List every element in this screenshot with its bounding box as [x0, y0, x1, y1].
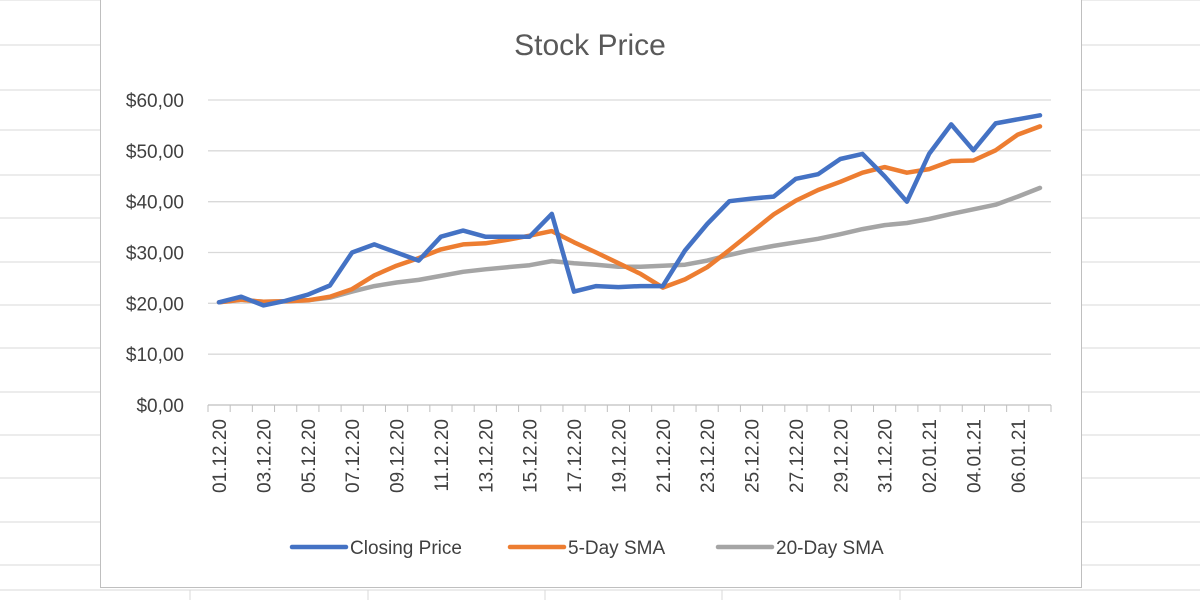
legend-label: 20-Day SMA	[776, 538, 884, 559]
x-tick-label: 23.12.20	[698, 419, 719, 493]
x-tick-label: 04.01.21	[964, 419, 985, 493]
x-tick-label: 21.12.20	[654, 419, 675, 493]
y-tick-label: $0,00	[136, 396, 184, 417]
x-tick-label: 07.12.20	[343, 419, 364, 493]
y-tick-label: $30,00	[126, 244, 184, 265]
chart-title: Stock Price	[514, 29, 666, 62]
y-tick-label: $60,00	[126, 91, 184, 112]
x-tick-label: 19.12.20	[609, 419, 630, 493]
x-tick-label: 01.12.20	[210, 419, 231, 493]
series-line-closing-price	[216, 113, 1043, 308]
legend-label: 5-Day SMA	[568, 538, 665, 559]
x-tick-label: 11.12.20	[432, 419, 453, 492]
x-axis: 01.12.20 03.12.20 05.12.20 07.12.20 09.12.20…	[207, 405, 1052, 493]
series-line-5-day-sma	[216, 124, 1043, 305]
y-tick-label: $40,00	[126, 193, 184, 214]
y-tick-label: $50,00	[126, 142, 184, 163]
x-tick-label: 15.12.20	[521, 419, 542, 493]
legend-item-20-day-sma[interactable]: 20-Day SMA	[715, 538, 884, 559]
x-tick-label: 03.12.20	[254, 419, 275, 493]
x-tick-label: 17.12.20	[565, 419, 586, 493]
gridlines	[208, 99, 1051, 406]
x-tick-label: 02.01.21	[920, 419, 941, 493]
y-tick-label: $20,00	[126, 294, 184, 315]
y-tick-label: $10,00	[126, 345, 184, 366]
series-lines	[216, 113, 1043, 308]
x-tick-label: 05.12.20	[299, 419, 320, 493]
legend-item-closing-price[interactable]: Closing Price	[289, 538, 462, 559]
x-tick-label: 06.01.21	[1009, 419, 1030, 493]
x-tick-label: 25.12.20	[743, 419, 764, 493]
chart-area[interactable]	[100, 0, 1082, 588]
x-tick-label: 13.12.20	[476, 419, 497, 493]
x-tick-label: 31.12.20	[876, 419, 897, 493]
x-tick-label: 09.12.20	[388, 419, 409, 493]
legend: Closing Price 5-Day SMA 20-Day SMA	[289, 538, 884, 559]
x-tick-label: 27.12.20	[787, 419, 808, 493]
legend-label: Closing Price	[350, 538, 462, 559]
legend-item-5-day-sma[interactable]: 5-Day SMA	[507, 538, 665, 559]
y-axis: $0,00 $10,00 $20,00 $30,00 $40,00 $50,00 $60,0…	[126, 91, 184, 417]
x-tick-label: 29.12.20	[831, 419, 852, 493]
